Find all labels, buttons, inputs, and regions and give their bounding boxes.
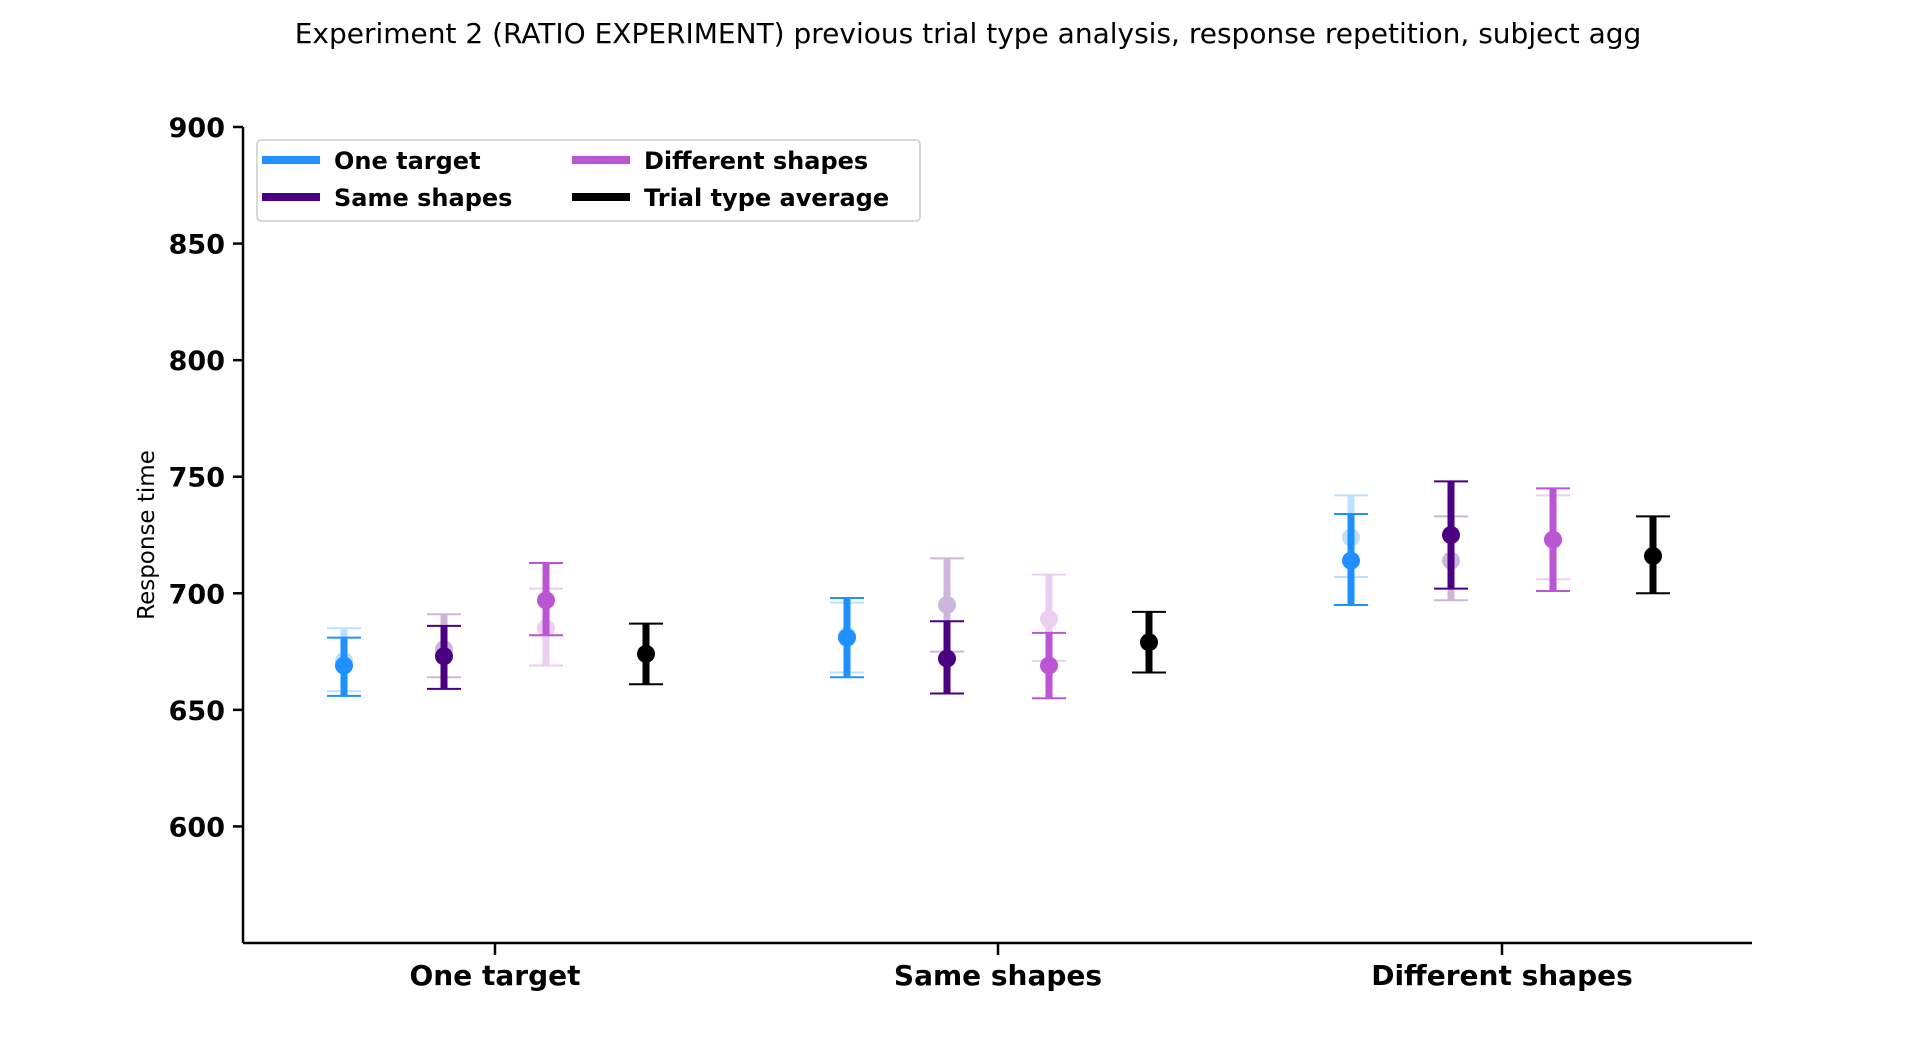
errorbar — [1536, 487, 1570, 592]
y-tick-label: 750 — [169, 463, 225, 494]
errorbar-point — [1140, 633, 1158, 652]
errorbar — [629, 622, 663, 686]
data-marks — [327, 480, 1670, 700]
errorbar — [1334, 513, 1368, 606]
chart-title: Experiment 2 (RATIO EXPERIMENT) previous… — [295, 17, 1642, 50]
errorbar-point — [1644, 546, 1662, 565]
errorbar — [930, 620, 964, 695]
faded-errorbar-point — [938, 595, 956, 614]
y-ticks: 600 650 700 750 800 850 900 — [169, 113, 243, 843]
legend-box — [256, 139, 921, 222]
y-tick-label: 650 — [169, 696, 225, 727]
y-tick-label: 700 — [169, 579, 225, 610]
legend-label: Different shapes — [644, 147, 868, 175]
x-tick-label: Same shapes — [894, 959, 1102, 992]
errorbar — [327, 636, 361, 697]
errorbar — [1434, 480, 1468, 590]
errorbar-point — [537, 591, 555, 610]
legend: One target Same shapes Different shapes Tri… — [256, 139, 921, 222]
errorbar — [427, 624, 461, 690]
faded-errorbar-point — [1040, 609, 1058, 628]
errorbar-point — [838, 628, 856, 647]
x-tick-label: One target — [410, 959, 581, 992]
errorbar-point — [938, 649, 956, 668]
legend-label: Trial type average — [644, 184, 889, 212]
y-tick-label: 900 — [169, 113, 225, 144]
legend-label: Same shapes — [334, 184, 512, 212]
errorbar — [1636, 515, 1670, 595]
y-tick-label: 850 — [169, 230, 225, 261]
y-tick-label: 800 — [169, 346, 225, 377]
errorbar-point — [335, 656, 353, 675]
y-axis-label: Response time — [134, 450, 160, 620]
errorbar — [830, 596, 864, 679]
x-tick-label: Different shapes — [1371, 959, 1633, 992]
errorbar-point — [1342, 551, 1360, 570]
legend-label: One target — [334, 147, 481, 175]
errorbar — [1132, 610, 1166, 674]
y-tick-label: 600 — [169, 812, 225, 843]
errorbar — [1032, 631, 1066, 700]
errorbar-point — [1040, 656, 1058, 675]
errorbar-point — [637, 644, 655, 663]
x-ticks: One target Same shapes Different shapes — [410, 943, 1633, 992]
errorbar — [529, 561, 563, 637]
errorbar-point — [1544, 530, 1562, 549]
errorbar-point — [1442, 526, 1460, 544]
errorbar-point — [435, 647, 453, 666]
